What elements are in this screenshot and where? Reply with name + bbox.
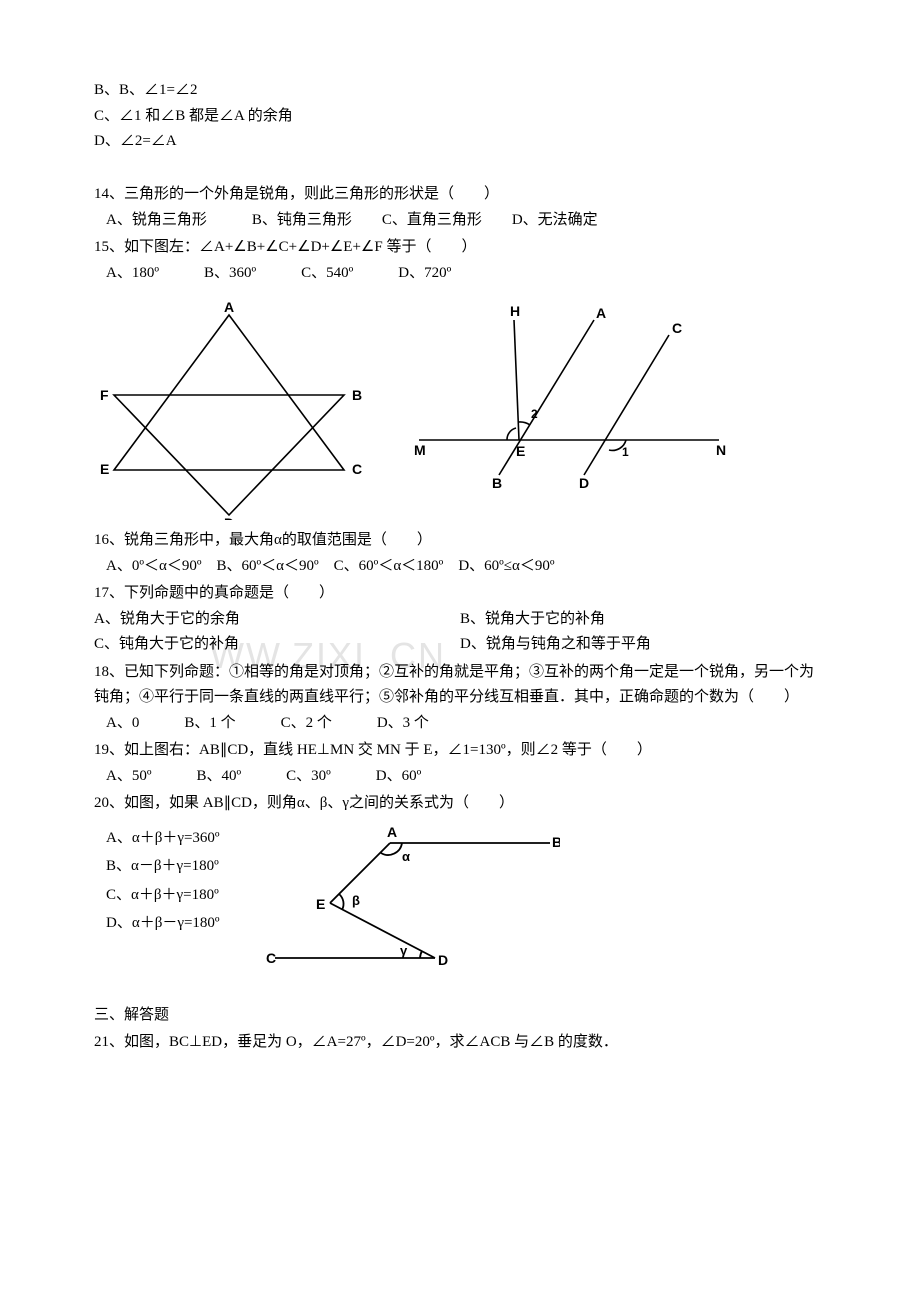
- figure-alpha-beta-gamma: A B E C D α β γ: [260, 823, 560, 973]
- q17-opt-d: D、锐角与钝角之和等于平角: [460, 632, 826, 658]
- q13-opt-b: B、B、∠1=∠2: [94, 78, 826, 104]
- label-A2: A: [596, 305, 606, 321]
- q18-stem: 18、已知下列命题：①相等的角是对顶角；②互补的角就是平角；③互补的两个角一定是…: [94, 660, 826, 711]
- label-D2: D: [579, 475, 589, 490]
- label-E2: E: [516, 443, 525, 459]
- q14-stem: 14、三角形的一个外角是锐角，则此三角形的形状是（ ）: [94, 182, 826, 208]
- q20-opt-d: D、α＋β－γ=180º: [94, 911, 220, 937]
- label-A3: A: [387, 824, 397, 840]
- label-F: F: [100, 387, 109, 403]
- figure-lines-angles: H A C M E N B D 2 1: [404, 300, 734, 490]
- label-gamma: γ: [400, 943, 408, 958]
- label-angle2: 2: [531, 407, 538, 421]
- label-A: A: [224, 300, 234, 315]
- q17-opt-b: B、锐角大于它的补角: [460, 607, 826, 633]
- q13-opt-d: D、∠2=∠A: [94, 129, 826, 155]
- label-H: H: [510, 303, 520, 319]
- label-N: N: [716, 442, 726, 458]
- label-B2: B: [492, 475, 502, 490]
- q15-stem: 15、如下图左：∠A+∠B+∠C+∠D+∠E+∠F 等于（ ）: [94, 235, 826, 261]
- q13-opt-c: C、∠1 和∠B 都是∠A 的余角: [94, 104, 826, 130]
- q20-opt-a: A、α＋β＋γ=360º: [94, 826, 220, 852]
- label-E3: E: [316, 896, 325, 912]
- label-D: D: [224, 515, 234, 520]
- q20-opt-c: C、α＋β＋γ=180º: [94, 883, 220, 909]
- q17-stem: 17、下列命题中的真命题是（ ）: [94, 581, 826, 607]
- label-beta: β: [352, 893, 360, 908]
- q19-options: A、50º B、40º C、30º D、60º: [94, 764, 826, 790]
- q20-stem: 20、如图，如果 AB∥CD，则角α、β、γ之间的关系式为（ ）: [94, 791, 826, 817]
- label-B: B: [352, 387, 362, 403]
- q20-row: A、α＋β＋γ=360º B、α－β＋γ=180º C、α＋β＋γ=180º D…: [94, 823, 826, 973]
- label-M: M: [414, 442, 426, 458]
- q18-options: A、0 B、1 个 C、2 个 D、3 个: [94, 711, 826, 737]
- label-D3: D: [438, 952, 448, 968]
- q17-opt-c: C、钝角大于它的补角: [94, 632, 431, 658]
- section-3-heading: 三、解答题: [94, 1003, 826, 1029]
- label-C2: C: [672, 320, 682, 336]
- label-B3: B: [552, 834, 560, 850]
- q19-stem: 19、如上图右：AB∥CD，直线 HE⊥MN 交 MN 于 E，∠1=130º，…: [94, 738, 826, 764]
- q15-options: A、180º B、360º C、540º D、720º: [94, 261, 826, 287]
- figure-row-1: A B C D E F H A C: [94, 300, 826, 520]
- q16-options: A、0º＜α＜90º B、60º＜α＜90º C、60º＜α＜180º D、60…: [94, 554, 826, 580]
- label-C3: C: [266, 950, 276, 966]
- q16-stem: 16、锐角三角形中，最大角α的取值范围是（ ）: [94, 528, 826, 554]
- label-alpha: α: [402, 849, 410, 864]
- q20-opt-b: B、α－β＋γ=180º: [94, 854, 220, 880]
- q21-stem: 21、如图，BC⊥ED，垂足为 O，∠A=27º，∠D=20º，求∠ACB 与∠…: [94, 1030, 826, 1056]
- q17-opt-a: A、锐角大于它的余角: [94, 607, 431, 633]
- label-C: C: [352, 461, 362, 477]
- label-E: E: [100, 461, 109, 477]
- label-angle1: 1: [622, 445, 629, 459]
- figure-star: A B C D E F: [94, 300, 364, 520]
- q14-options: A、锐角三角形 B、钝角三角形 C、直角三角形 D、无法确定: [94, 208, 826, 234]
